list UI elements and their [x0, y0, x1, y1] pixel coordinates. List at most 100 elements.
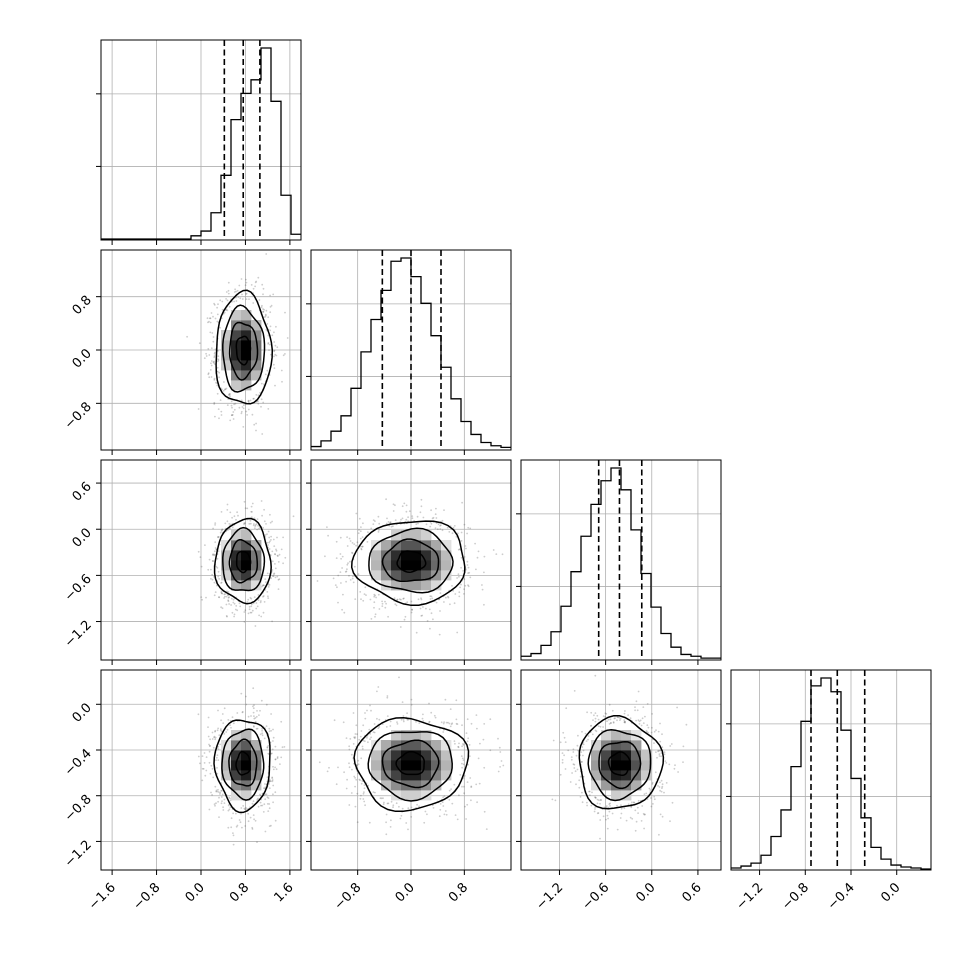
scatter-point [476, 801, 478, 804]
hist-step-0 [101, 47, 301, 240]
scatter-point [442, 722, 445, 725]
scatter-point [217, 355, 220, 358]
scatter-point [605, 805, 608, 807]
scatter-point [255, 602, 258, 604]
scatter-point [245, 298, 248, 300]
scatter-point [434, 527, 437, 529]
density-block [241, 750, 252, 761]
density-block [441, 570, 452, 581]
scatter-point [361, 545, 364, 548]
scatter-point [277, 588, 280, 590]
scatter-point [418, 805, 420, 808]
scatter-point [361, 745, 364, 748]
scatter-point [432, 516, 435, 519]
scatter-point [267, 595, 269, 598]
scatter-point [277, 555, 279, 557]
scatter-point [275, 325, 277, 328]
scatter-point [213, 356, 216, 359]
scatter-point [356, 541, 359, 544]
scatter-point [221, 388, 223, 391]
scatter-point [211, 578, 214, 581]
scatter-point [575, 754, 578, 757]
scatter-point [210, 347, 213, 350]
scatter-point [280, 756, 283, 759]
scatter-point [229, 797, 231, 800]
xtick-label: −0.4 [825, 880, 858, 913]
scatter-point [344, 571, 347, 573]
scatter-point [251, 609, 254, 612]
scatter-point [454, 742, 456, 745]
xtick-label: 0.0 [393, 880, 418, 905]
scatter-point [244, 284, 247, 287]
scatter-point [210, 362, 212, 365]
scatter-point [233, 291, 236, 293]
scatter-point [461, 501, 463, 504]
scatter-point [272, 293, 275, 296]
scatter-point [248, 298, 250, 300]
scatter-point [273, 545, 276, 547]
scatter-point [260, 804, 262, 807]
scatter-point [274, 553, 276, 555]
scatter-point [214, 522, 217, 524]
scatter-point [198, 342, 201, 345]
scatter-point [357, 532, 360, 535]
contour-1 [381, 739, 440, 789]
density-blocks [591, 730, 652, 801]
scatter-point [410, 806, 413, 809]
scatter-point [590, 711, 593, 714]
density-block [411, 760, 422, 771]
scatter-point [448, 531, 451, 533]
scatter-point [467, 566, 470, 569]
scatter-point [270, 304, 273, 307]
scatter-point [362, 724, 365, 727]
density-block [421, 740, 432, 751]
scatter-point [390, 800, 393, 803]
scatter-point [467, 585, 470, 588]
density-block [421, 770, 432, 781]
scatter-point [378, 726, 381, 728]
scatter-point [229, 392, 231, 395]
scatter-point [623, 807, 626, 810]
density-block [401, 770, 412, 781]
scatter-point [236, 289, 239, 292]
scatter-point [361, 780, 364, 782]
scatter-point [437, 523, 440, 526]
contour-2 [368, 527, 454, 594]
scatter-point [651, 726, 653, 729]
scatter-point [441, 529, 444, 532]
scatter-point [214, 785, 217, 788]
scatter-point [245, 292, 248, 295]
scatter-point [220, 606, 223, 609]
density-block [251, 580, 262, 591]
scatter-point [562, 731, 565, 734]
scatter-point [377, 515, 380, 518]
contour-3 [353, 716, 470, 813]
scatter-point [221, 592, 224, 595]
scatter-point [210, 376, 213, 378]
scatter-point [405, 504, 408, 507]
scatter-point [658, 753, 661, 756]
scatter-point [466, 803, 469, 806]
scatter-point [451, 585, 453, 587]
scatter-point [454, 593, 457, 595]
scatter-point [352, 743, 355, 745]
scatter-point [217, 358, 219, 360]
density-block [381, 740, 392, 751]
scatter-point [274, 758, 277, 761]
scatter-point [386, 517, 388, 520]
scatter-point [242, 404, 245, 407]
scatter-point [602, 726, 604, 728]
scatter-point [225, 309, 227, 311]
scatter-point [674, 764, 676, 767]
scatter-point [661, 785, 664, 788]
scatter-point [248, 523, 251, 525]
scatter-point [468, 755, 471, 757]
density-block [401, 750, 412, 761]
scatter-point [418, 722, 421, 724]
scatter-point [623, 712, 626, 715]
scatter-point [245, 695, 247, 698]
scatter-point [268, 807, 271, 810]
panel-frame [520, 669, 722, 871]
scatter-point [447, 596, 450, 599]
scatter-point [470, 799, 472, 802]
